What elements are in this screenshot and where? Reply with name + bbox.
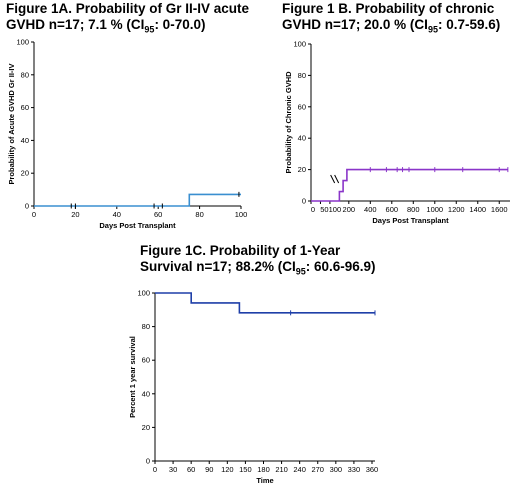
fig1b-y-tick-label: 40: [298, 134, 306, 143]
fig1c-x-tick-label: 30: [169, 465, 177, 474]
fig1b-x-tick-label: 800: [407, 205, 420, 214]
fig1b-x-tick-label: 600: [386, 205, 399, 214]
fig1b-x-tick-label: 400: [364, 205, 377, 214]
fig1b-x-axis-label: Days Post Transplant: [372, 216, 449, 225]
fig1c-x-tick-label: 360: [366, 465, 379, 474]
fig1c-x-tick-label: 120: [221, 465, 234, 474]
fig1b-y-axis-label: Probability of Chronic GVHD: [284, 71, 293, 174]
fig1c-x-tick-label: 60: [187, 465, 195, 474]
fig1c-y-tick-label: 80: [142, 322, 150, 331]
figure-1b-title-line2: GVHD n=17; 20.0 % (CI95: 0.7-59.6): [282, 17, 501, 35]
figure-1a-title-line1: Figure 1A. Probability of Gr II-IV acute: [6, 1, 250, 16]
fig1b-y-tick-label: 100: [293, 40, 306, 49]
fig1c-series-line: [155, 292, 375, 314]
fig1c-y-tick-label: 100: [137, 289, 150, 298]
fig1c-x-tick-label: 180: [257, 465, 270, 474]
fig1c-y-tick-label: 20: [142, 423, 150, 432]
fig1a-x-tick-label: 100: [235, 210, 248, 219]
figure-1c-title-line1: Figure 1C. Probability of 1-Year: [140, 243, 341, 258]
fig1b-axis-break-mark: [334, 174, 340, 184]
fig1c-x-tick-label: 240: [293, 465, 306, 474]
fig1c-plot: 0 20 40 60 80 100 0 30 60 90 120 150 180 210 240 270 300…: [128, 289, 378, 486]
fig1a-x-tick-label: 80: [195, 210, 203, 219]
fig1c-x-tick-label: 270: [311, 465, 324, 474]
fig1a-y-tick-label: 80: [21, 70, 29, 79]
fig1c-x-tick-label: 150: [239, 465, 252, 474]
fig1a-y-tick-label: 20: [21, 169, 29, 178]
fig1b-y-tick-label: 60: [298, 102, 306, 111]
fig1a-x-tick-label: 20: [71, 210, 79, 219]
fig1b-x-tick-label: 1200: [448, 205, 465, 214]
fig1a-y-tick-label: 40: [21, 136, 29, 145]
fig1b-x-tick-label: 1600: [491, 205, 508, 214]
figure-1c-title-line2: Survival n=17; 88.2% (CI95: 60.6-96.9): [140, 259, 376, 277]
figure-1b-title: Figure 1 B. Probability of chronic GVHD …: [282, 1, 500, 38]
fig1a-y-tick-label: 60: [21, 103, 29, 112]
fig1c-y-tick-label: 0: [146, 457, 150, 466]
fig1b-axis-break-mark: [330, 174, 336, 184]
fig1a-y-tick-label: 0: [25, 202, 29, 211]
figure-1c-title: Figure 1C. Probability of 1-Year Surviva…: [140, 243, 376, 280]
fig1b-y-tick-label: 20: [298, 165, 306, 174]
fig1c-x-tick-label: 0: [153, 465, 157, 474]
figure-1b-title-line1: Figure 1 B. Probability of chronic: [282, 1, 495, 16]
fig1c-x-tick-label: 90: [205, 465, 213, 474]
fig1c-x-tick-label: 210: [275, 465, 288, 474]
fig1c-x-tick-label: 300: [330, 465, 343, 474]
fig1c-y-axis-label: Percent 1 year survival: [128, 336, 137, 418]
fig1a-y-axis-label: Probability of Acute GVHD Gr II-IV: [7, 64, 16, 185]
fig1b-x-tick-label: 0: [311, 205, 315, 214]
fig1a-x-tick-label: 60: [154, 210, 162, 219]
fig1b-y-tick-label: 0: [302, 197, 306, 206]
fig1b-x-tick-label: 1400: [469, 205, 486, 214]
fig1a-plot: 0 20 40 60 80 100 0 20 40 60 80 100 Days Post Transp…: [7, 38, 247, 231]
fig1b-y-tick-label: 80: [298, 71, 306, 80]
fig1a-x-tick-label: 0: [32, 210, 36, 219]
fig1a-x-tick-label: 40: [113, 210, 121, 219]
fig1c-x-tick-label: 330: [348, 465, 361, 474]
figure-1a-title-line2: GVHD n=17; 7.1 % (CI95: 0-70.0): [6, 17, 206, 35]
fig1b-x-tick-label: 100: [329, 205, 342, 214]
fig1b-x-tick-label: 1000: [426, 205, 443, 214]
figure-1a-title: Figure 1A. Probability of Gr II-IV acute…: [6, 1, 249, 38]
fig1b-x-tick-label: 200: [343, 205, 356, 214]
fig1a-x-axis-label: Days Post Transplant: [99, 221, 176, 230]
fig1c-x-axis-label: Time: [256, 476, 273, 485]
fig1b-series-line: [311, 168, 508, 202]
fig1b-x-tick-label: 50: [320, 205, 328, 214]
fig1a-series-line: [34, 193, 241, 207]
fig1c-y-tick-label: 40: [142, 389, 150, 398]
fig1a-y-tick-label: 100: [16, 38, 29, 47]
fig1c-y-tick-label: 60: [142, 356, 150, 365]
